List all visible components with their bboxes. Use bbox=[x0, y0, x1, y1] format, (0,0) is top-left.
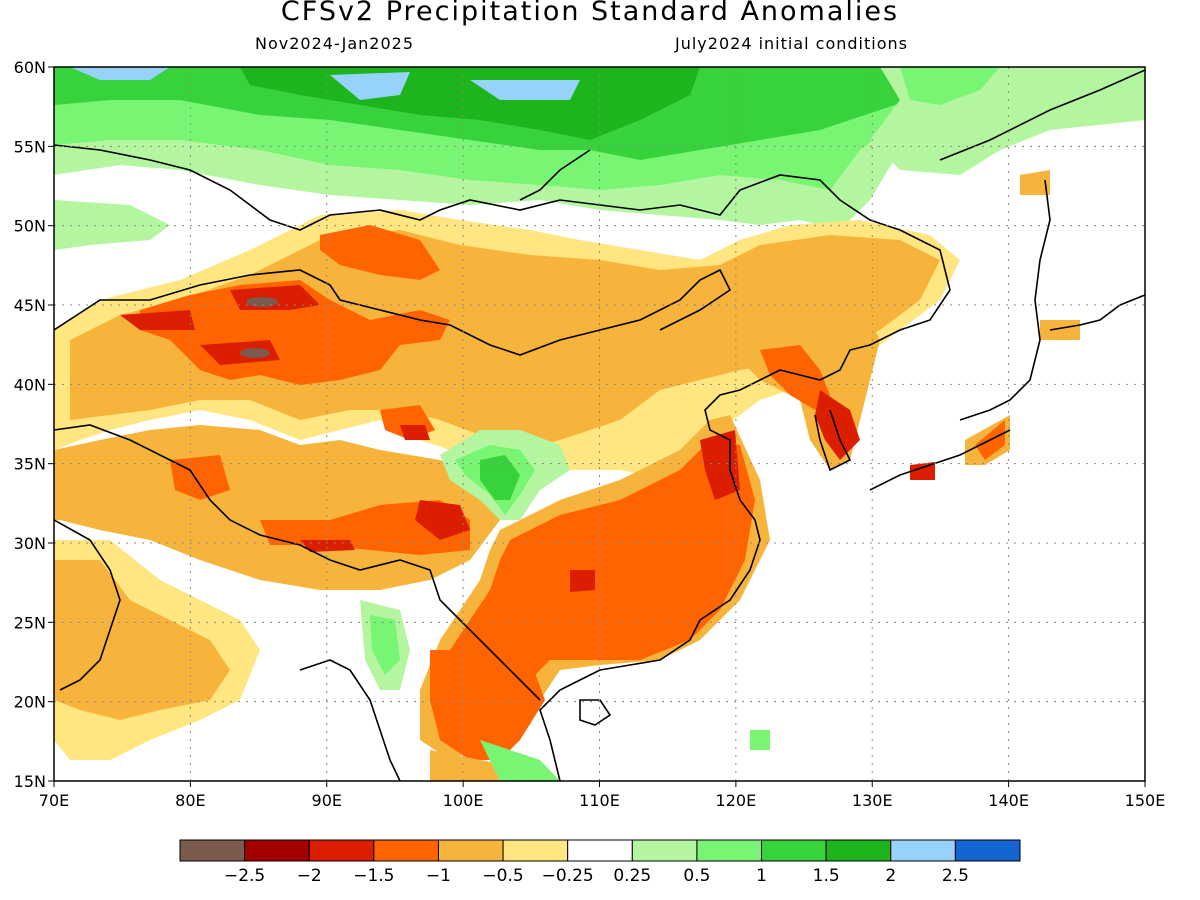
colorbar-swatch bbox=[825, 839, 892, 862]
lat-tick-label: 60N bbox=[14, 58, 46, 77]
colorbar-label: −0.5 bbox=[482, 866, 523, 886]
forecast-period: Nov2024-Jan2025 bbox=[255, 34, 414, 53]
colorbar-label: −2.5 bbox=[224, 866, 265, 886]
lat-tick-label: 15N bbox=[14, 772, 46, 791]
lon-tick-label: 150E bbox=[1125, 791, 1166, 810]
lon-tick-label: 120E bbox=[716, 791, 757, 810]
lat-tick-label: 50N bbox=[14, 217, 46, 236]
colorbar-label: −1.5 bbox=[353, 866, 394, 886]
colorbar: −2.5 −2 −1.5 −1 −0.5 −0.25 0.25 0.5 1 1.5 2 2.5 bbox=[179, 839, 1021, 886]
colorbar-swatch bbox=[567, 839, 633, 862]
colorbar-swatch bbox=[437, 839, 504, 862]
colorbar-label: 2 bbox=[885, 866, 896, 886]
colorbar-label: 0.5 bbox=[683, 866, 710, 886]
colorbar-swatch bbox=[308, 839, 375, 862]
lat-tick-label: 55N bbox=[14, 137, 46, 156]
lat-tick-label: 40N bbox=[14, 375, 46, 394]
colorbar-swatch bbox=[890, 839, 956, 862]
lon-tick-label: 100E bbox=[443, 791, 484, 810]
colorbar-label: 0.25 bbox=[613, 866, 651, 886]
lat-tick-label: 25N bbox=[14, 613, 46, 632]
colorbar-swatch bbox=[761, 839, 827, 862]
initial-conditions: July2024 initial conditions bbox=[675, 34, 908, 53]
lat-tick-label: 45N bbox=[14, 296, 46, 315]
lat-tick-label: 35N bbox=[14, 455, 46, 474]
colorbar-swatch bbox=[179, 839, 246, 862]
coastlines bbox=[54, 69, 1145, 781]
colorbar-swatch bbox=[502, 839, 569, 862]
colorbar-label: −0.25 bbox=[542, 866, 594, 886]
latitude-axis: 60N 55N 50N 45N 40N 35N 30N 25N 20N 15N bbox=[14, 58, 54, 791]
colorbar-label: 2.5 bbox=[942, 866, 969, 886]
lon-tick-label: 90E bbox=[312, 791, 342, 810]
colorbar-label: 1.5 bbox=[813, 866, 840, 886]
colorbar-label: −2 bbox=[297, 866, 322, 886]
lat-tick-label: 20N bbox=[14, 693, 46, 712]
lon-tick-label: 80E bbox=[175, 791, 205, 810]
anomaly-field bbox=[54, 67, 1145, 781]
chart-title: CFSv2 Precipitation Standard Anomalies bbox=[280, 0, 900, 27]
colorbar-swatch bbox=[954, 839, 1021, 862]
colorbar-swatch bbox=[696, 839, 763, 862]
colorbar-label: 1 bbox=[756, 866, 767, 886]
colorbar-swatch bbox=[631, 839, 698, 862]
colorbar-label: −1 bbox=[426, 866, 451, 886]
lon-tick-label: 140E bbox=[988, 791, 1029, 810]
lon-tick-label: 110E bbox=[579, 791, 620, 810]
lon-tick-label: 130E bbox=[852, 791, 893, 810]
lat-tick-label: 30N bbox=[14, 534, 46, 553]
longitude-axis: 70E 80E 90E 100E 110E 120E 130E 140E 150E bbox=[39, 781, 1166, 810]
colorbar-swatch bbox=[373, 839, 439, 862]
lon-tick-label: 70E bbox=[39, 791, 69, 810]
gridlines bbox=[54, 67, 1145, 781]
colorbar-swatch bbox=[244, 839, 310, 862]
